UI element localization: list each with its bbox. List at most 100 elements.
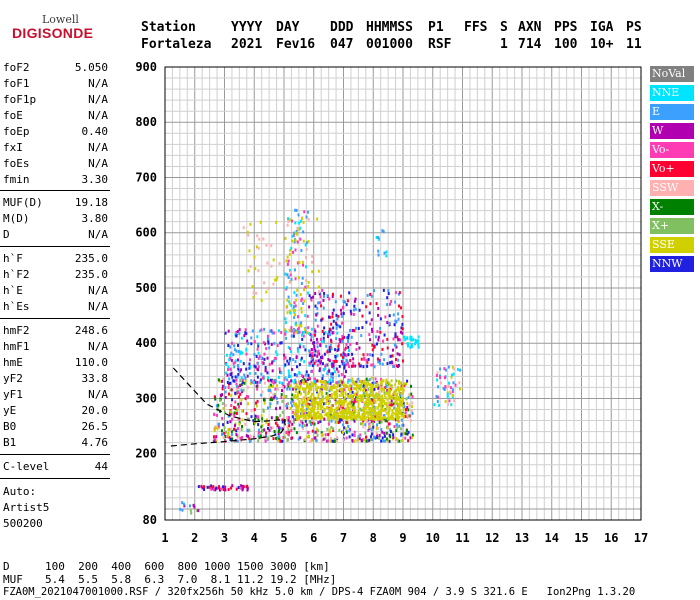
echo-point	[314, 349, 317, 353]
echo-point	[389, 354, 392, 358]
echo-point	[380, 386, 383, 390]
echo-point	[284, 317, 287, 321]
echo-point	[277, 435, 280, 439]
echo-point	[294, 410, 297, 414]
echo-point	[308, 377, 311, 381]
echo-point	[244, 328, 247, 332]
echo-point	[317, 407, 320, 411]
echo-point	[447, 365, 450, 369]
echo-point	[373, 365, 376, 369]
legend-label: X+	[652, 219, 670, 232]
echo-point	[384, 396, 387, 400]
echo-point	[350, 404, 353, 408]
echo-point	[359, 398, 362, 402]
echo-point	[389, 430, 392, 434]
echo-point	[263, 428, 266, 432]
echo-point	[229, 420, 232, 424]
echo-point	[181, 508, 184, 512]
echo-point	[343, 396, 346, 400]
echo-point	[248, 249, 251, 253]
echo-point	[294, 322, 297, 326]
echo-point	[230, 412, 233, 416]
echo-point	[333, 439, 336, 443]
echo-point	[300, 420, 303, 424]
echo-point	[298, 381, 301, 385]
echo-point	[357, 402, 360, 406]
y-tick-label: 400	[135, 336, 157, 350]
echo-point	[288, 380, 291, 384]
echo-point	[224, 435, 227, 439]
echo-point	[262, 361, 265, 365]
echo-point	[295, 403, 298, 407]
echo-point	[218, 485, 221, 489]
echo-point	[331, 315, 334, 319]
echo-point	[230, 417, 233, 421]
echo-point	[261, 361, 264, 365]
echo-point	[384, 315, 387, 319]
echo-point	[301, 331, 304, 335]
echo-point	[379, 317, 382, 321]
echo-point	[257, 423, 260, 427]
echo-point	[376, 381, 379, 385]
echo-point	[342, 403, 345, 407]
echo-point	[334, 401, 337, 405]
echo-point	[379, 411, 382, 415]
echo-point	[328, 359, 331, 363]
echo-point	[292, 307, 295, 311]
legend-item-sse: SSE	[650, 237, 694, 253]
echo-point	[341, 355, 344, 359]
echo-point	[287, 217, 290, 221]
echo-point	[290, 397, 293, 401]
echo-point	[346, 405, 349, 409]
echo-point	[303, 396, 306, 400]
echo-point	[317, 359, 320, 363]
echo-point	[241, 436, 244, 440]
echo-point	[322, 437, 325, 441]
echo-point	[276, 353, 279, 357]
echo-point	[379, 326, 382, 330]
y-tick-label: 800	[135, 115, 157, 129]
echo-point	[245, 332, 248, 336]
echo-point	[393, 425, 396, 429]
echo-point	[362, 419, 365, 423]
echo-point	[322, 383, 325, 387]
echo-point	[258, 436, 261, 440]
legend-item-noval: NoVal	[650, 66, 694, 82]
echo-point	[395, 429, 398, 433]
echo-point	[289, 248, 292, 252]
echo-point	[313, 341, 316, 345]
echo-point	[340, 414, 343, 418]
echo-point	[286, 223, 289, 227]
echo-point	[275, 416, 278, 420]
echo-point	[364, 431, 367, 435]
echo-point	[255, 291, 258, 295]
echo-point	[288, 430, 291, 434]
x-tick-label: 15	[574, 531, 588, 545]
divider	[0, 246, 110, 247]
echo-point	[301, 412, 304, 416]
echo-point	[300, 281, 303, 285]
echo-point	[274, 421, 277, 425]
echo-point	[343, 375, 346, 379]
echo-point	[367, 428, 370, 432]
echo-point	[246, 434, 249, 438]
echo-point	[315, 427, 318, 431]
echo-point	[347, 411, 350, 415]
echo-point	[328, 369, 331, 373]
echo-point	[357, 400, 360, 404]
echo-point	[377, 390, 380, 394]
header-label-station: Station	[141, 20, 196, 35]
echo-point	[435, 374, 438, 378]
echo-point	[287, 295, 290, 299]
legend-label: NoVal	[652, 67, 686, 80]
echo-point	[310, 394, 313, 398]
echo-point	[321, 433, 324, 437]
param-name: B1	[3, 436, 17, 449]
echo-point	[305, 247, 308, 251]
echo-point	[312, 416, 315, 420]
echo-point	[246, 488, 249, 492]
echo-point	[366, 439, 369, 443]
echo-point	[364, 381, 367, 385]
echo-point	[378, 393, 381, 397]
